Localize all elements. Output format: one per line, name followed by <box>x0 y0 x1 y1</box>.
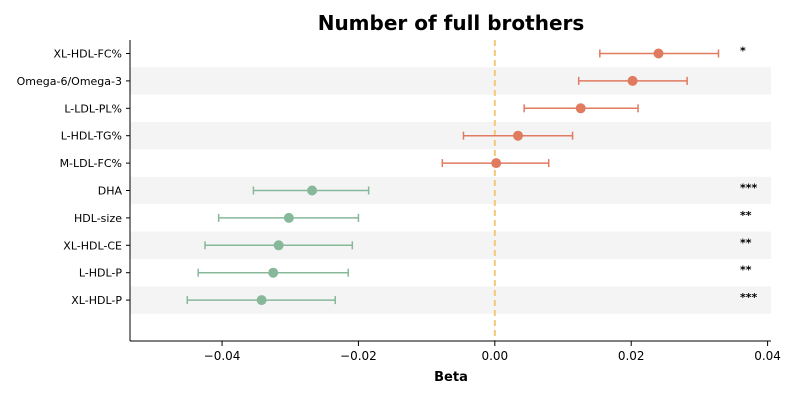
y-axis-tick-labels: XL-HDL-FC% Omega-6/Omega-3 L-LDL-PL% L-HDL-… <box>17 48 130 307</box>
significance-labels: ************* <box>740 45 758 305</box>
x-tick-label: −0.02 <box>340 349 377 363</box>
estimate-marks <box>186 48 720 306</box>
significance-label: ** <box>740 264 752 277</box>
estimate-point <box>307 185 318 196</box>
y-tick-label: L-LDL-PL% <box>64 102 122 115</box>
x-tick-label: 0.02 <box>618 349 645 363</box>
estimate-point <box>256 295 267 306</box>
estimate-point <box>268 267 279 278</box>
x-axis-label: Beta <box>434 370 468 385</box>
x-tick-label: 0.04 <box>754 349 781 363</box>
y-tick-label: L-HDL-P <box>79 267 123 280</box>
y-tick-label: XL-HDL-FC% <box>53 48 122 61</box>
significance-label: * <box>740 45 746 58</box>
y-tick-label: XL-HDL-CE <box>63 239 122 252</box>
y-tick-label: L-HDL-TG% <box>61 130 122 143</box>
estimate-point <box>575 103 586 114</box>
estimate-point <box>627 75 638 86</box>
y-tick-label: HDL-size <box>74 212 122 225</box>
x-tick-label: 0.00 <box>481 349 508 363</box>
significance-label: *** <box>740 291 758 304</box>
significance-label: ** <box>740 209 752 222</box>
row-band <box>130 176 771 205</box>
y-tick-label: Omega-6/Omega-3 <box>17 75 122 88</box>
chart-title: Number of full brothers <box>318 11 585 35</box>
y-tick-label: XL-HDL-P <box>71 294 122 307</box>
estimate-point <box>491 158 502 169</box>
x-tick-label: −0.04 <box>204 349 241 363</box>
x-axis: −0.04 −0.02 0.00 0.02 0.04 <box>129 40 781 363</box>
significance-label: ** <box>740 236 752 249</box>
estimate-point <box>273 240 284 251</box>
y-tick-label: M-LDL-FC% <box>60 157 122 170</box>
significance-label: *** <box>740 182 758 195</box>
y-tick-label: DHA <box>98 185 123 198</box>
estimate-point <box>653 48 664 59</box>
estimate-point <box>513 130 524 141</box>
row-band <box>130 122 771 150</box>
estimate-point <box>283 212 294 223</box>
row-bands <box>130 67 771 314</box>
